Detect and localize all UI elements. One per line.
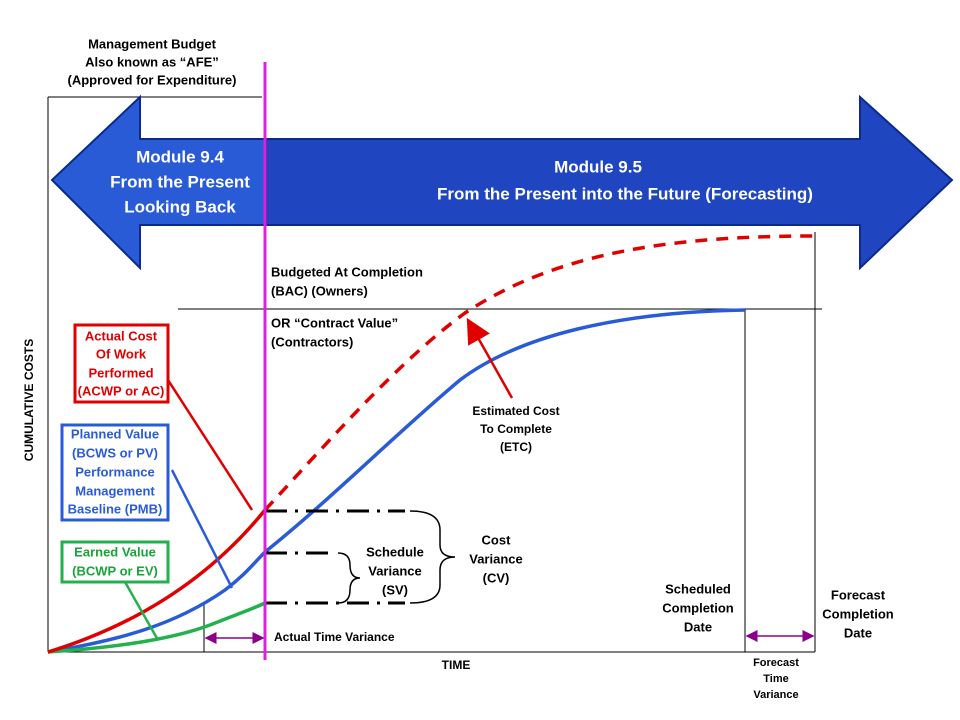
time-arrows [204,630,815,644]
label: OR “Contract Value” [271,315,398,330]
label: Variance [368,563,422,578]
label: (Approved for Expenditure) [67,72,236,87]
label: Completion [662,600,734,615]
module-text: From the Present into the Future (Foreca… [437,184,813,203]
frame [47,96,822,653]
module-arrow [50,94,954,271]
module-text: Module 9.5 [554,157,642,176]
label: To Complete [480,422,552,436]
label: Performed [88,365,153,380]
label: Cost [482,532,512,547]
label: Schedule [366,544,424,559]
label: Scheduled [665,581,731,596]
label: Management Budget [88,36,217,51]
label: Baseline (PMB) [68,501,163,516]
label: Variance [753,689,798,701]
module-text: Module 9.4 [136,147,224,166]
y-axis-label: CUMULATIVE COSTS [22,339,36,461]
label: Also known as “AFE” [85,54,219,69]
label: Date [684,619,712,634]
label: Of Work [96,346,147,361]
label: Date [844,625,872,640]
module-text: From the Present [110,172,250,191]
label: Earned Value [74,544,156,559]
variance-lines [265,509,405,605]
callout-boxes [60,323,170,584]
label: Forecast [831,587,886,602]
label: (SV) [382,582,408,597]
label: (BCWP or EV) [72,563,158,578]
label: Performance [75,464,154,479]
curves [47,234,816,654]
label: (BCWS or PV) [72,445,158,460]
label: Management [75,483,155,498]
label: Budgeted At Completion [271,264,423,279]
label: (ACWP or AC) [78,383,165,398]
label: (Contractors) [271,334,353,349]
label: Time [763,673,788,685]
pointers [123,317,514,641]
module-text: Looking Back [124,197,236,216]
label: Variance [469,551,523,566]
label: (CV) [483,570,510,585]
label: (BAC) (Owners) [271,283,368,298]
label: (ETC) [500,440,532,454]
label: Forecast [753,657,799,669]
label: Estimated Cost [472,404,559,418]
label: Planned Value [71,426,159,441]
label: Actual Time Variance [274,630,395,644]
braces [337,510,456,604]
label: Actual Cost [85,328,158,343]
x-axis-label: TIME [442,658,471,672]
label: Completion [822,606,894,621]
